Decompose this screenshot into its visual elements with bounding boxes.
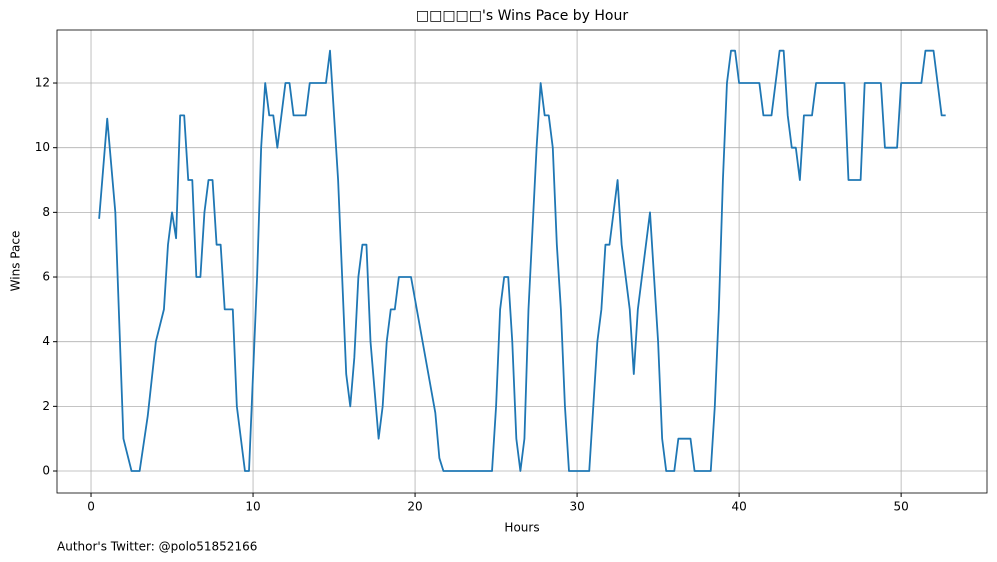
y-tick-label: 12 xyxy=(35,76,50,90)
y-axis-label: Wins Pace xyxy=(9,231,23,292)
x-axis-label: Hours xyxy=(504,521,539,535)
x-tick-label: 30 xyxy=(569,500,584,514)
plot-frame xyxy=(56,29,988,494)
x-tick-label: 50 xyxy=(893,500,908,514)
x-tick-label: 40 xyxy=(731,500,746,514)
y-tick-label: 4 xyxy=(42,334,50,348)
footnote: Author's Twitter: @polo51852166 xyxy=(57,540,257,554)
x-tick-label: 20 xyxy=(407,500,422,514)
y-tick-label: 8 xyxy=(42,205,50,219)
y-tick-label: 10 xyxy=(35,140,50,154)
y-tick-label: 6 xyxy=(42,270,50,284)
chart-title: □□□□□'s Wins Pace by Hour xyxy=(416,8,629,24)
y-tick-label: 0 xyxy=(42,464,50,478)
y-tick-label: 2 xyxy=(42,399,50,413)
x-tick-label: 0 xyxy=(87,500,95,514)
line xyxy=(98,49,946,472)
x-tick-label: 10 xyxy=(245,500,260,514)
